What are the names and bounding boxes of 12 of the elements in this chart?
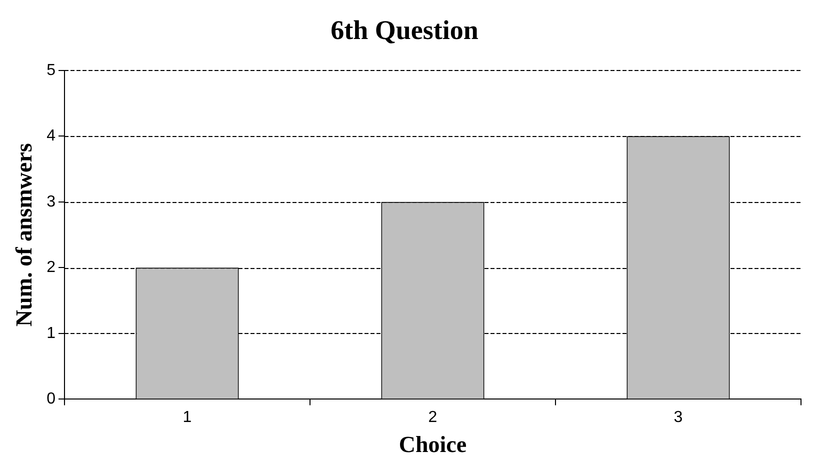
chart-title: 6th Question [330,15,478,46]
x-tick-label: 1 [182,409,192,426]
y-tick-label: 4 [46,128,56,145]
y-tick-label: 1 [46,324,56,342]
y-axis-title: Num. of ansmwers [12,143,37,326]
x-tick-label: 3 [674,409,683,426]
x-tick-label: 2 [428,409,438,426]
x-axis-title: Choice [398,432,467,458]
y-tick-label: 0 [46,390,56,408]
y-tick-label: 3 [46,193,56,210]
y-tick-label: 2 [46,259,56,276]
y-tick-label: 5 [46,62,56,79]
